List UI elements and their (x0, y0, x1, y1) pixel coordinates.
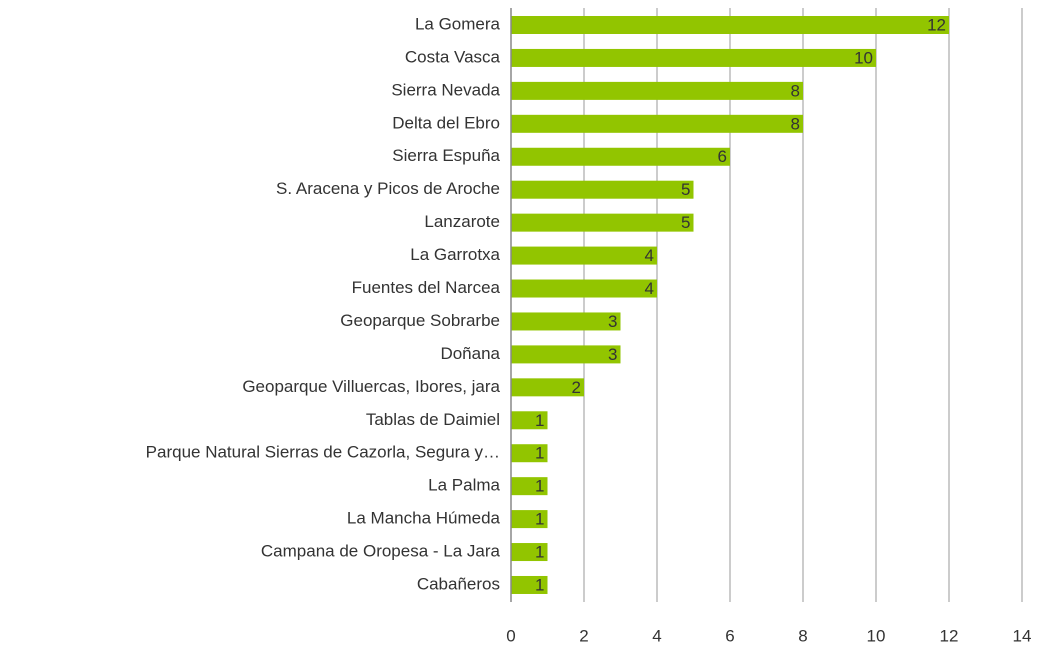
x-tick-label: 2 (579, 626, 588, 645)
y-tick-label: Sierra Espuña (392, 146, 500, 165)
bar (511, 114, 803, 133)
y-tick-label: La Mancha Húmeda (347, 509, 501, 528)
bar (511, 510, 548, 529)
x-tick-label: 14 (1013, 626, 1032, 645)
data-label: 1 (535, 411, 544, 430)
data-label: 1 (535, 575, 544, 594)
bar (511, 279, 657, 298)
y-tick-label: Lanzarote (424, 212, 500, 231)
bar (511, 444, 548, 463)
data-label: 2 (572, 378, 581, 397)
bar (511, 345, 621, 364)
y-tick-label: Tablas de Daimiel (366, 410, 500, 429)
y-tick-label: La Garrotxa (410, 245, 500, 264)
y-tick-label: Delta del Ebro (392, 113, 500, 132)
y-tick-label: Parque Natural Sierras de Cazorla, Segur… (146, 443, 500, 462)
y-tick-label: Costa Vasca (405, 47, 501, 66)
bar (511, 180, 694, 199)
data-label: 3 (608, 345, 617, 364)
bar (511, 312, 621, 331)
data-label: 6 (718, 147, 727, 166)
bar (511, 477, 548, 496)
bar (511, 16, 949, 34)
y-tick-label: Cabañeros (417, 574, 500, 593)
x-tick-label: 0 (506, 626, 515, 645)
data-label: 1 (535, 477, 544, 496)
data-label: 3 (608, 312, 617, 331)
x-tick-label: 10 (867, 626, 886, 645)
bar (511, 147, 730, 166)
x-tick-label: 4 (652, 626, 661, 645)
data-label: 1 (535, 444, 544, 463)
y-tick-label: La Palma (428, 476, 500, 495)
bar (511, 543, 548, 562)
bar (511, 575, 548, 594)
bar (511, 213, 694, 232)
y-tick-label: Geoparque Villuercas, Ibores, jara (242, 377, 500, 396)
data-label: 1 (535, 510, 544, 529)
x-tick-label: 12 (940, 626, 959, 645)
bar (511, 411, 548, 430)
y-tick-label: Fuentes del Narcea (352, 278, 501, 297)
bar (511, 81, 803, 100)
y-tick-label: Campana de Oropesa - La Jara (261, 542, 501, 561)
data-label: 8 (791, 114, 800, 133)
bar (511, 246, 657, 265)
data-label: 5 (681, 180, 690, 199)
data-label: 4 (645, 279, 654, 298)
bar (511, 378, 584, 397)
x-tick-label: 6 (725, 626, 734, 645)
bar (511, 48, 876, 67)
data-label: 12 (927, 15, 946, 34)
data-label: 8 (791, 81, 800, 100)
data-label: 5 (681, 213, 690, 232)
y-tick-label: Doñana (440, 344, 500, 363)
y-tick-label: Geoparque Sobrarbe (340, 311, 500, 330)
data-label: 4 (645, 246, 654, 265)
y-tick-label: Sierra Nevada (391, 80, 500, 99)
data-label: 1 (535, 543, 544, 562)
y-tick-label: La Gomera (415, 14, 501, 33)
x-tick-label: 8 (798, 626, 807, 645)
y-tick-label: S. Aracena y Picos de Aroche (276, 179, 500, 198)
data-label: 10 (854, 48, 873, 67)
